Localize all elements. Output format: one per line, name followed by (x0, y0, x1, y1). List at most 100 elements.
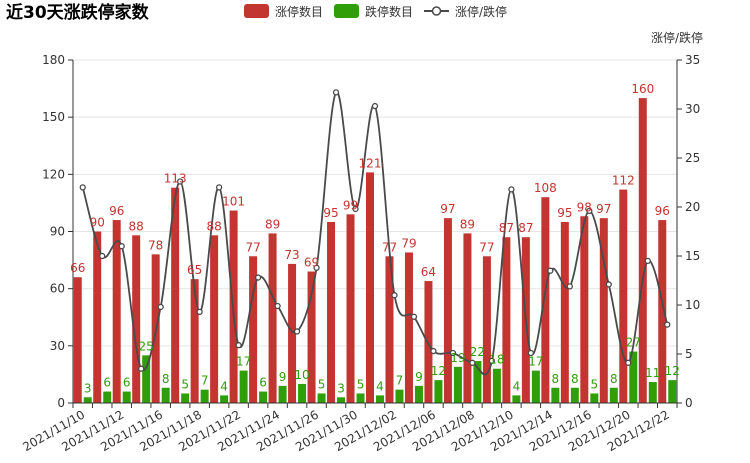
bar-down (453, 366, 462, 403)
bar-up (424, 281, 433, 403)
bar-down-label: 4 (220, 379, 228, 393)
right-axis-tick-label: 25 (685, 151, 700, 165)
bar-down-label: 7 (201, 374, 209, 388)
bar-up-label: 87 (499, 221, 514, 235)
bar-up-label: 97 (596, 202, 611, 216)
ratio-point (235, 342, 242, 349)
bar-up-label: 77 (479, 240, 494, 254)
bar-layer (73, 98, 677, 403)
right-axis-name: 涨停/跌停 (651, 30, 703, 45)
right-axis-tick-label: 5 (685, 347, 693, 361)
ratio-point (547, 267, 554, 274)
ratio-point (157, 303, 164, 311)
bar-down-label: 27 (626, 336, 641, 350)
bar-down-label: 6 (123, 376, 131, 390)
ratio-point (644, 257, 651, 265)
bar-up (385, 256, 394, 403)
bar-down-label: 4 (513, 379, 521, 393)
ratio-point (586, 207, 593, 215)
bar-up (366, 172, 374, 403)
bar-up (210, 235, 219, 403)
bar-up-label: 97 (440, 202, 455, 216)
bar-up (171, 187, 180, 403)
bar-up-label: 66 (70, 261, 85, 275)
bar-down (473, 361, 482, 403)
bar-up-label: 79 (401, 236, 416, 250)
bar-up (658, 220, 667, 403)
bar-up (482, 256, 491, 403)
ratio-point (118, 243, 125, 250)
bar-up-label: 96 (109, 204, 124, 218)
bar-up (268, 233, 277, 403)
bar-down (492, 368, 501, 403)
bar-down (512, 395, 521, 403)
bar-down-label: 4 (376, 379, 384, 393)
bar-down (356, 393, 365, 403)
bar-down-label: 6 (259, 376, 267, 390)
right-axis-tick-label: 30 (685, 102, 700, 116)
bar-down (200, 389, 209, 403)
bar-down-label: 12 (665, 364, 680, 378)
ratio-point (605, 281, 612, 288)
bar-up-label: 90 (90, 216, 105, 230)
bar-down-label: 8 (571, 372, 579, 386)
ratio-point (664, 321, 671, 328)
bar-down (239, 370, 248, 403)
ratio-point (254, 274, 262, 281)
bar-up-label: 73 (284, 248, 299, 262)
bar-down-label: 8 (552, 372, 560, 386)
bar-up (619, 189, 628, 403)
bar-down (609, 387, 618, 403)
bar-down (142, 355, 151, 403)
ratio-point (430, 347, 437, 355)
right-axis-tick-label: 20 (685, 200, 700, 214)
bar-up (560, 221, 569, 403)
ratio-point (177, 178, 184, 185)
ratio-point (566, 283, 573, 290)
bar-up-label: 95 (557, 206, 572, 220)
ratio-point (79, 184, 86, 191)
bar-down-label: 10 (294, 368, 309, 382)
bar-up (288, 263, 297, 403)
bar-down-label: 5 (591, 377, 599, 391)
bar-down (278, 385, 287, 403)
ratio-line (81, 91, 669, 376)
bar-up-label: 88 (129, 219, 144, 233)
legend-swatch-down (334, 4, 359, 18)
legend[interactable]: 涨停数目 跌停数目 涨停/跌停 (244, 4, 507, 19)
label-layer: 6639069668825788113565788410117776899731… (70, 82, 680, 395)
bar-down-label: 6 (103, 376, 111, 390)
bar-down-label: 11 (645, 366, 660, 380)
bar-up-label: 78 (148, 238, 163, 252)
bar-down-label: 18 (489, 353, 504, 367)
legend-marker-ratio (431, 6, 442, 16)
bar-down (298, 383, 307, 403)
legend-item-up[interactable]: 涨停数目 (244, 4, 323, 19)
legend-item-down[interactable]: 跌停数目 (334, 4, 413, 19)
ratio-point (138, 365, 145, 372)
ratio-point (391, 292, 398, 299)
bar-down (122, 391, 131, 403)
legend-label-up: 涨停数目 (275, 4, 323, 19)
bar-down (259, 391, 268, 403)
bar-up-label: 95 (323, 206, 338, 220)
bar-down (337, 397, 346, 403)
bar-up-label: 112 (612, 174, 635, 188)
line-layer (79, 89, 671, 376)
bar-up (599, 218, 608, 403)
bar-down (161, 387, 170, 403)
bar-down-label: 5 (181, 377, 189, 391)
bar-up (327, 221, 336, 403)
bar-up-label: 87 (518, 221, 533, 235)
bar-down (220, 395, 229, 403)
bar-up-label: 64 (421, 265, 436, 279)
left-axis-tick-label: 150 (42, 110, 65, 124)
bar-down-label: 3 (84, 381, 92, 395)
legend-item-ratio[interactable]: 涨停/跌停 (424, 4, 507, 19)
bar-up (249, 256, 258, 403)
bar-down (531, 370, 540, 403)
bar-up (541, 197, 550, 403)
ratio-point (332, 89, 340, 96)
ratio-point (293, 328, 301, 335)
bar-up-label: 108 (534, 181, 557, 195)
